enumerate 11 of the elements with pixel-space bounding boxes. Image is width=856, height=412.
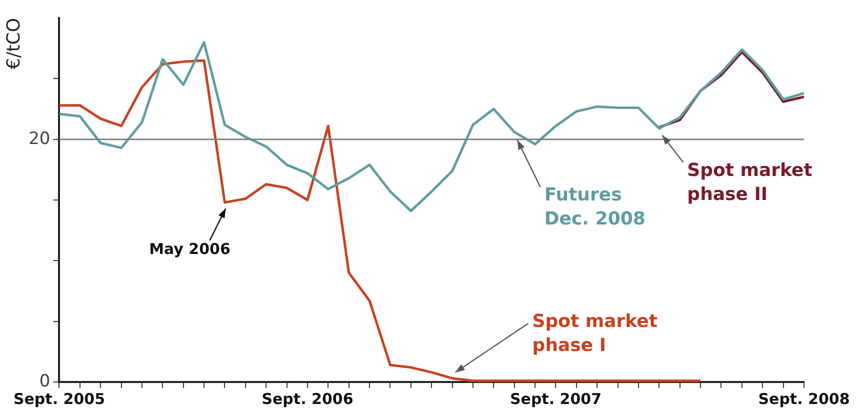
x-tick-label: Sept. 2008 <box>758 390 850 408</box>
y-axis-title: €/tCO <box>3 18 24 70</box>
y-tick-label: 0 <box>39 371 50 392</box>
x-tick-label: Sept. 2005 <box>13 390 106 408</box>
text: Futures Dec. 2008 <box>544 184 646 230</box>
y-tick-label: 20 <box>28 128 50 149</box>
series-label: Spot market phase I <box>532 311 658 356</box>
x-tick-label: Sept. 2007 <box>510 390 602 408</box>
annotation: May 2006 <box>149 240 230 258</box>
text: Spot market phase II <box>687 160 813 205</box>
x-tick-label: Sept. 2006 <box>262 390 354 408</box>
